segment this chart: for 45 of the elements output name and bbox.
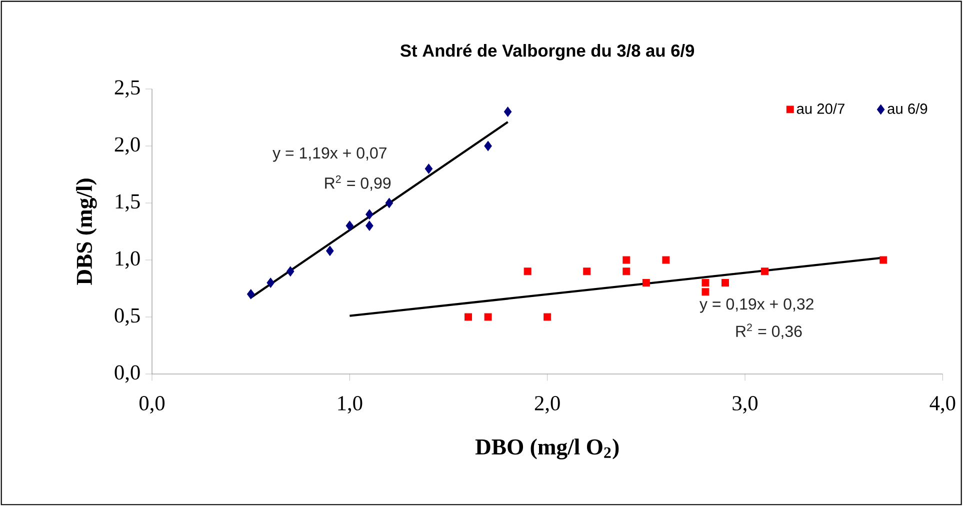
point <box>702 279 710 287</box>
chart-title: St André de Valborgne du 3/8 au 6/9 <box>400 44 694 60</box>
point <box>761 268 769 276</box>
point <box>424 164 433 174</box>
y-tick-label: 0,0 <box>114 365 140 383</box>
point <box>326 246 334 256</box>
annotation: R$^{2}$ = 0,36 <box>736 324 802 339</box>
x-tick-label: 4,0 <box>930 396 956 414</box>
y-tick-label: 2,5 <box>114 80 140 98</box>
point <box>662 256 670 264</box>
x-tick-label: 3,0 <box>732 396 758 414</box>
y-tick-label: 1,5 <box>116 194 140 212</box>
legend-label: au 20/7 <box>796 103 844 114</box>
y-tick-label: 0,5 <box>114 308 140 326</box>
point <box>622 268 630 276</box>
point <box>286 266 294 276</box>
annotation: y = 0,19x + 0,32 <box>700 298 814 313</box>
point <box>246 289 255 300</box>
y-axis-title: DBS (mg/l) <box>76 178 97 285</box>
point <box>366 209 374 220</box>
point <box>524 268 532 276</box>
annotation: y = 1,19x + 0,07 <box>272 147 386 162</box>
point <box>385 198 394 208</box>
point <box>484 140 492 152</box>
y-tick-label: 1,0 <box>116 251 140 269</box>
x-tick-label: 1,0 <box>338 396 362 414</box>
point <box>484 313 492 321</box>
point <box>266 278 274 288</box>
point <box>702 288 710 296</box>
annotation: R$^{2}$ = 0,99 <box>325 175 391 191</box>
point <box>880 256 888 264</box>
point <box>544 313 552 321</box>
point <box>642 279 650 287</box>
x-tick-label: 0,0 <box>139 396 165 414</box>
point <box>504 106 512 117</box>
x-tick-label: 2,0 <box>534 396 560 414</box>
point <box>622 256 630 264</box>
point <box>366 220 374 231</box>
x-axis-title: DBO (mg/l O$_{2}$) <box>475 438 619 460</box>
point <box>346 220 354 231</box>
point <box>722 279 729 287</box>
point <box>583 268 591 276</box>
legend-label: au 6/9 <box>888 103 928 114</box>
point <box>464 313 472 321</box>
y-tick-label: 2,0 <box>114 137 140 155</box>
